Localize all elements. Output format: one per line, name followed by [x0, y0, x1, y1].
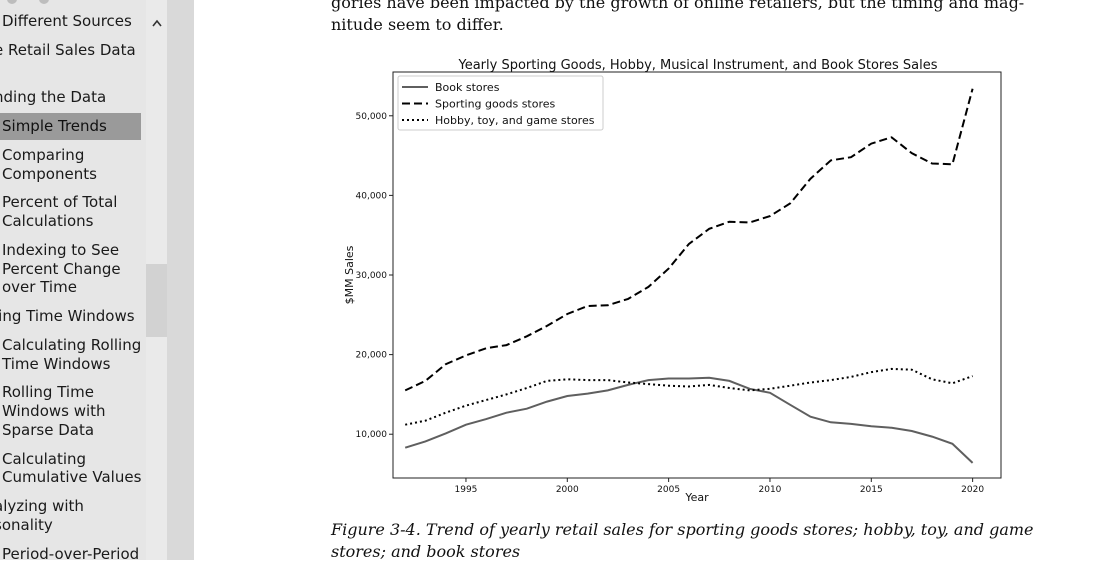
- x-tick-label: 2010: [759, 485, 782, 495]
- toc-item[interactable]: Sparse Data: [2, 421, 95, 439]
- caption-line: stores; and book stores: [331, 542, 521, 561]
- plot-area: [392, 71, 1002, 479]
- toc-item[interactable]: Calculating Rolling: [2, 336, 142, 354]
- y-axis-label: $MM Sales: [343, 245, 356, 304]
- toc-item[interactable]: nding the Data: [0, 88, 107, 106]
- toc-item[interactable]: Percent Change: [2, 260, 121, 278]
- toc-item[interactable]: ling Time Windows: [0, 307, 135, 325]
- toc-item[interactable]: Windows with: [2, 402, 106, 420]
- y-tick-label: 30,000: [356, 271, 388, 281]
- toc-item[interactable]: Period-over-Period: [2, 545, 140, 560]
- toc-item[interactable]: Components: [2, 165, 97, 183]
- chevron-up-icon[interactable]: [151, 16, 163, 30]
- legend-label: Book stores: [435, 81, 500, 94]
- toolbar-icons: [7, 0, 49, 4]
- x-tick-label: 2005: [657, 485, 680, 495]
- toc-item[interactable]: Cumulative Values: [2, 468, 142, 486]
- y-tick-label: 20,000: [356, 351, 388, 361]
- chart-legend: Book stores Sporting goods stores Hobby, t…: [397, 75, 604, 131]
- toc-item[interactable]: Percent of Total: [2, 193, 118, 211]
- body-paragraph: gories have been impacted by the growth …: [331, 0, 1024, 36]
- y-tick-label: 10,000: [356, 430, 388, 440]
- series-line-1: [404, 88, 974, 392]
- legend-label: Hobby, toy, and game stores: [435, 114, 595, 127]
- toc-toolbar: [0, 0, 146, 4]
- toc-item[interactable]: Calculating: [2, 450, 87, 468]
- x-tick-label: 2015: [860, 485, 883, 495]
- legend-label: Sporting goods stores: [435, 98, 556, 111]
- toc-item-active[interactable]: Simple Trends: [0, 113, 141, 140]
- toc-item[interactable]: Different Sources: [2, 12, 132, 30]
- toc-item[interactable]: over Time: [2, 278, 77, 296]
- series-line-2: [405, 367, 973, 426]
- paragraph-line: gories have been impacted by the growth …: [331, 0, 1025, 12]
- scrollbar-thumb[interactable]: [146, 264, 167, 337]
- toc-item[interactable]: Indexing to See: [2, 241, 120, 259]
- series-line-0: [404, 376, 974, 464]
- caption-line: Figure 3-4. Trend of yearly retail sales…: [331, 520, 1034, 539]
- figure-caption: Figure 3-4. Trend of yearly retail sales…: [331, 519, 1034, 563]
- y-tick-label: 50,000: [356, 112, 388, 122]
- sidebar-scrollbar[interactable]: [146, 0, 167, 560]
- x-tick-label: 2000: [556, 485, 579, 495]
- x-tick-label: 1995: [455, 485, 478, 495]
- toc-sidebar: Different Sources e Retail Sales Data nd…: [0, 0, 146, 560]
- toc-item[interactable]: alyzing with: [0, 497, 84, 515]
- toc-item[interactable]: Rolling Time: [2, 383, 94, 401]
- toc-item[interactable]: e Retail Sales Data: [0, 41, 136, 59]
- x-tick-label: 2020: [961, 485, 984, 495]
- y-tick-label: 40,000: [356, 191, 388, 201]
- x-axis-label: Year: [684, 491, 709, 504]
- toc-item[interactable]: Comparing: [2, 146, 85, 164]
- sidebar-gutter: [167, 0, 194, 560]
- chart-title: Yearly Sporting Goods, Hobby, Musical In…: [458, 58, 938, 73]
- toc-item[interactable]: Time Windows: [2, 355, 111, 373]
- figure-chart: Yearly Sporting Goods, Hobby, Musical In…: [343, 58, 1002, 504]
- paragraph-line: nitude seem to differ.: [331, 15, 504, 34]
- toc-item[interactable]: Calculations: [2, 212, 94, 230]
- toc-item[interactable]: sonality: [0, 516, 53, 534]
